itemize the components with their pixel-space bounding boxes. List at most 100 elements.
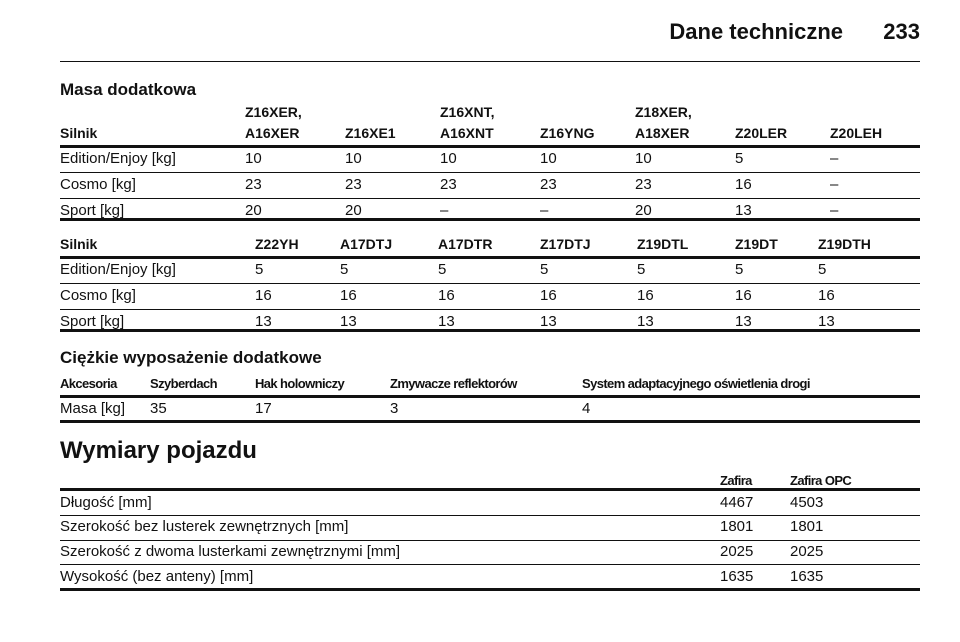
column-header: Z20LER (735, 125, 788, 141)
cell: 16 (438, 287, 455, 304)
cell: Edition/Enjoy [kg] (60, 150, 176, 167)
rule (60, 419, 920, 423)
column-header: Zafira OPC (790, 473, 852, 488)
column-header: Z17DTJ (540, 236, 591, 252)
cell: – (830, 176, 839, 193)
cell: 20 (345, 202, 362, 219)
cell: Szerokość bez lusterek zewnętrznych [mm] (60, 518, 349, 535)
rule (60, 328, 920, 332)
column-header: Z19DT (735, 236, 778, 252)
cell: Cosmo [kg] (60, 176, 136, 193)
cell: Szerokość z dwoma lusterkami zewnętrznym… (60, 543, 401, 560)
cell: 23 (440, 176, 457, 193)
cell: Wysokość (bez anteny) [mm] (60, 568, 254, 585)
cell: 5 (340, 261, 349, 278)
cell: 23 (245, 176, 262, 193)
rule (60, 308, 920, 310)
rule (60, 487, 920, 491)
rule (60, 539, 920, 541)
cell: – (830, 202, 839, 219)
column-header: Silnik (60, 125, 98, 141)
section-heading: Masa dodatkowa (60, 80, 197, 99)
cell: 5 (540, 261, 549, 278)
cell: 5 (735, 261, 744, 278)
cell: 13 (735, 202, 752, 219)
cell: 13 (340, 313, 357, 330)
cell: 13 (438, 313, 455, 330)
cell: Sport [kg] (60, 202, 125, 219)
rule (60, 60, 920, 62)
cell: 1635 (790, 568, 824, 585)
section-heading: Ciężkie wyposażenie dodatkowe (60, 348, 322, 367)
rule (60, 514, 920, 516)
column-header: A18XER (635, 125, 690, 141)
cell: 4 (582, 400, 591, 417)
column-header: System adaptacyjnego oświetlenia drogi (582, 376, 810, 391)
cell: 23 (635, 176, 652, 193)
column-header: Zmywacze reflektorów (390, 376, 517, 391)
cell: Cosmo [kg] (60, 287, 136, 304)
cell: 2025 (720, 543, 754, 560)
cell: 13 (637, 313, 654, 330)
cell: 35 (150, 400, 167, 417)
rule (60, 587, 920, 591)
column-header: A17DTJ (340, 236, 393, 252)
cell: 20 (635, 202, 652, 219)
cell: – (440, 202, 449, 219)
cell: 20 (245, 202, 262, 219)
cell: – (830, 150, 839, 167)
cell: 1801 (720, 518, 754, 535)
cell: 16 (340, 287, 357, 304)
cell: 13 (735, 313, 752, 330)
cell: 10 (540, 150, 557, 167)
cell: – (540, 202, 549, 219)
cell: 1635 (720, 568, 754, 585)
rule (60, 282, 920, 284)
column-header: Z16XER, (245, 104, 302, 120)
column-header: A16XER (245, 125, 300, 141)
cell: 5 (637, 261, 646, 278)
rule (60, 255, 920, 259)
rule (60, 144, 920, 148)
column-header: Z19DTH (818, 236, 871, 252)
cell: Długość [mm] (60, 494, 152, 511)
column-header: Zafira (720, 473, 752, 488)
column-header: A16XNT (440, 125, 494, 141)
column-header: Akcesoria (60, 376, 117, 391)
cell: 13 (255, 313, 272, 330)
cell: 4503 (790, 494, 824, 511)
cell: 17 (255, 400, 272, 417)
rule (60, 217, 920, 221)
cell: 16 (637, 287, 654, 304)
cell: 16 (735, 287, 752, 304)
cell: 16 (540, 287, 557, 304)
cell: 1801 (790, 518, 824, 535)
cell: 5 (735, 150, 744, 167)
column-header: Silnik (60, 236, 98, 252)
cell: 4467 (720, 494, 754, 511)
cell: 10 (635, 150, 652, 167)
cell: 10 (345, 150, 362, 167)
section-title: Dane techniczne (669, 19, 843, 44)
cell: 23 (540, 176, 557, 193)
column-header: Hak holowniczy (255, 376, 345, 391)
cell: 10 (440, 150, 457, 167)
cell: 13 (540, 313, 557, 330)
cell: 3 (390, 400, 399, 417)
cell: Edition/Enjoy [kg] (60, 261, 176, 278)
column-header: Z19DTL (637, 236, 689, 252)
column-header: Z16YNG (540, 125, 595, 141)
page-number: 233 (883, 19, 920, 44)
cell: 16 (818, 287, 835, 304)
rule (60, 171, 920, 173)
cell: 13 (818, 313, 835, 330)
rule (60, 197, 920, 199)
chapter-heading: Wymiary pojazdu (60, 437, 257, 464)
column-header: Z18XER, (635, 104, 692, 120)
cell: 16 (735, 176, 752, 193)
column-header: Z22YH (255, 236, 299, 252)
cell: 5 (438, 261, 447, 278)
cell: 5 (818, 261, 827, 278)
cell: 10 (245, 150, 262, 167)
cell: 16 (255, 287, 272, 304)
